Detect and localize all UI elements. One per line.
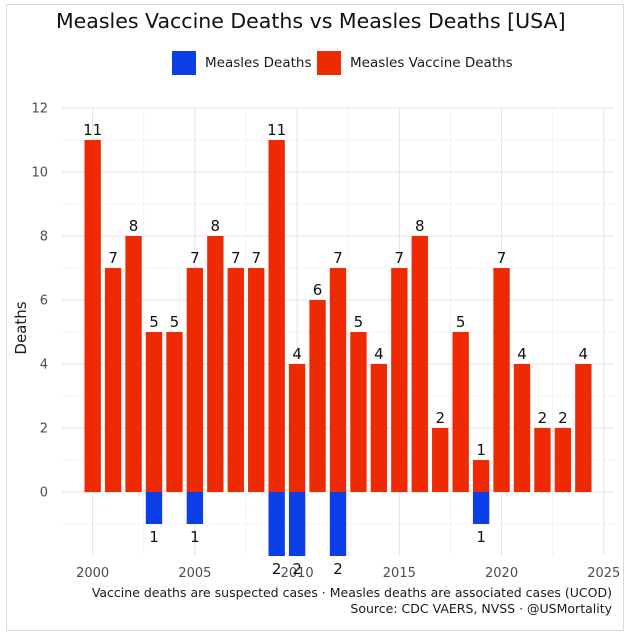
bar-measles-deaths (472, 492, 490, 524)
x-tick-label: 2025 (587, 566, 620, 581)
caption-note: Vaccine deaths are suspected cases · Mea… (91, 585, 612, 600)
legend-swatch-measles-deaths (172, 51, 196, 75)
data-label-vaccine-deaths: 7 (231, 249, 241, 267)
y-tick-label: 4 (40, 358, 48, 373)
data-label-vaccine-deaths: 11 (83, 121, 102, 139)
bar-vaccine-deaths (411, 236, 428, 492)
bar-vaccine-deaths (554, 428, 572, 492)
bar-vaccine-deaths (166, 332, 183, 492)
bar-vaccine-deaths (248, 268, 265, 492)
bar-vaccine-deaths (145, 332, 163, 492)
bar-vaccine-deaths (452, 332, 469, 492)
data-label-vaccine-deaths: 4 (579, 345, 589, 363)
data-label-measles-deaths: 1 (149, 528, 159, 546)
bar-vaccine-deaths (534, 428, 551, 492)
legend-item-measles-deaths: Measles Deaths (172, 50, 312, 76)
chart-title: Measles Vaccine Deaths vs Measles Deaths… (56, 9, 566, 33)
bar-vaccine-deaths (288, 364, 306, 492)
bar-vaccine-deaths (125, 236, 142, 492)
legend-label-measles-vaccine-deaths: Measles Vaccine Deaths (350, 55, 513, 71)
bar-vaccine-deaths (329, 268, 347, 492)
bar-vaccine-deaths (227, 268, 244, 492)
y-tick-label: 12 (31, 102, 48, 117)
data-label-vaccine-deaths: 11 (267, 121, 286, 139)
data-label-measles-deaths: 2 (292, 560, 302, 578)
data-label-vaccine-deaths: 5 (354, 313, 364, 331)
bar-measles-deaths (329, 492, 347, 556)
bar-measles-deaths (268, 492, 285, 556)
data-label-vaccine-deaths: 8 (211, 217, 221, 235)
bar-vaccine-deaths (513, 364, 531, 492)
x-tick-label: 2000 (76, 566, 109, 581)
bar-measles-deaths (288, 492, 306, 556)
data-label-vaccine-deaths: 2 (435, 409, 445, 427)
bar-vaccine-deaths (104, 268, 122, 492)
data-label-vaccine-deaths: 7 (497, 249, 507, 267)
x-tick-label: 2015 (383, 566, 416, 581)
data-label-measles-deaths: 2 (272, 560, 282, 578)
data-label-vaccine-deaths: 8 (129, 217, 139, 235)
legend-label-measles-deaths: Measles Deaths (205, 55, 312, 71)
data-label-vaccine-deaths: 8 (415, 217, 425, 235)
bar-vaccine-deaths (186, 268, 204, 492)
bar-vaccine-deaths (309, 300, 326, 492)
caption-source: Source: CDC VAERS, NVSS · @USMortality (350, 601, 612, 616)
bar-vaccine-deaths (350, 332, 367, 492)
bar-vaccine-deaths (472, 460, 490, 492)
data-label-vaccine-deaths: 2 (538, 409, 548, 427)
data-label-vaccine-deaths: 7 (333, 249, 343, 267)
y-tick-label: 0 (40, 486, 48, 501)
data-label-measles-deaths: 1 (476, 528, 486, 546)
x-tick-label: 2005 (178, 566, 211, 581)
data-label-vaccine-deaths: 5 (149, 313, 159, 331)
data-label-vaccine-deaths: 4 (517, 345, 527, 363)
y-tick-label: 8 (40, 230, 48, 245)
data-label-vaccine-deaths: 7 (251, 249, 261, 267)
data-label-vaccine-deaths: 4 (292, 345, 302, 363)
y-tick-label: 6 (40, 294, 48, 309)
legend-swatch-measles-vaccine-deaths (317, 51, 341, 75)
x-tick-label: 2020 (485, 566, 518, 581)
bar-vaccine-deaths (268, 140, 285, 492)
data-label-vaccine-deaths: 4 (374, 345, 384, 363)
data-label-measles-deaths: 1 (190, 528, 200, 546)
bar-vaccine-deaths (493, 268, 510, 492)
data-label-vaccine-deaths: 5 (170, 313, 180, 331)
data-label-vaccine-deaths: 2 (558, 409, 568, 427)
legend: Measles Deaths Measles Vaccine Deaths (0, 50, 630, 76)
data-label-vaccine-deaths: 5 (456, 313, 466, 331)
bar-vaccine-deaths (84, 140, 101, 492)
bar-vaccine-deaths (391, 268, 408, 492)
x-tick-label: 2010 (281, 566, 314, 581)
bar-measles-deaths (145, 492, 163, 524)
data-label-vaccine-deaths: 7 (190, 249, 200, 267)
data-label-vaccine-deaths: 7 (395, 249, 405, 267)
y-axis-title: Deaths (12, 301, 30, 354)
bar-vaccine-deaths (207, 236, 224, 492)
bar-measles-deaths (186, 492, 204, 524)
data-label-vaccine-deaths: 6 (313, 281, 323, 299)
data-label-vaccine-deaths: 1 (476, 441, 486, 459)
data-label-vaccine-deaths: 7 (108, 249, 118, 267)
y-tick-label: 10 (31, 166, 48, 181)
legend-item-measles-vaccine-deaths: Measles Vaccine Deaths (317, 50, 513, 76)
bar-vaccine-deaths (370, 364, 388, 492)
y-tick-label: 2 (40, 422, 48, 437)
bar-vaccine-deaths (575, 364, 592, 492)
data-label-measles-deaths: 2 (333, 560, 343, 578)
bar-vaccine-deaths (432, 428, 449, 492)
